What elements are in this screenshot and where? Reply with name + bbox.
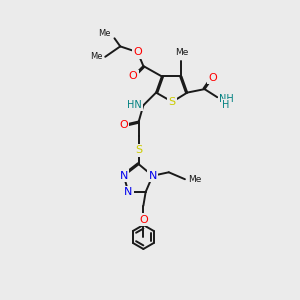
Text: H: H	[222, 100, 229, 110]
Text: Me: Me	[188, 175, 201, 184]
Text: S: S	[169, 97, 176, 107]
Text: NH: NH	[219, 94, 234, 104]
Text: O: O	[133, 47, 142, 57]
Text: O: O	[129, 71, 137, 81]
Text: Me: Me	[175, 48, 188, 57]
Text: O: O	[139, 214, 148, 225]
Text: HN: HN	[128, 100, 142, 110]
Text: N: N	[124, 187, 133, 197]
Text: Me: Me	[90, 52, 103, 61]
Text: N: N	[119, 171, 128, 181]
Text: O: O	[119, 120, 128, 130]
Text: N: N	[148, 171, 157, 181]
Text: O: O	[208, 73, 217, 82]
Text: Me: Me	[98, 29, 111, 38]
Text: S: S	[135, 145, 142, 155]
